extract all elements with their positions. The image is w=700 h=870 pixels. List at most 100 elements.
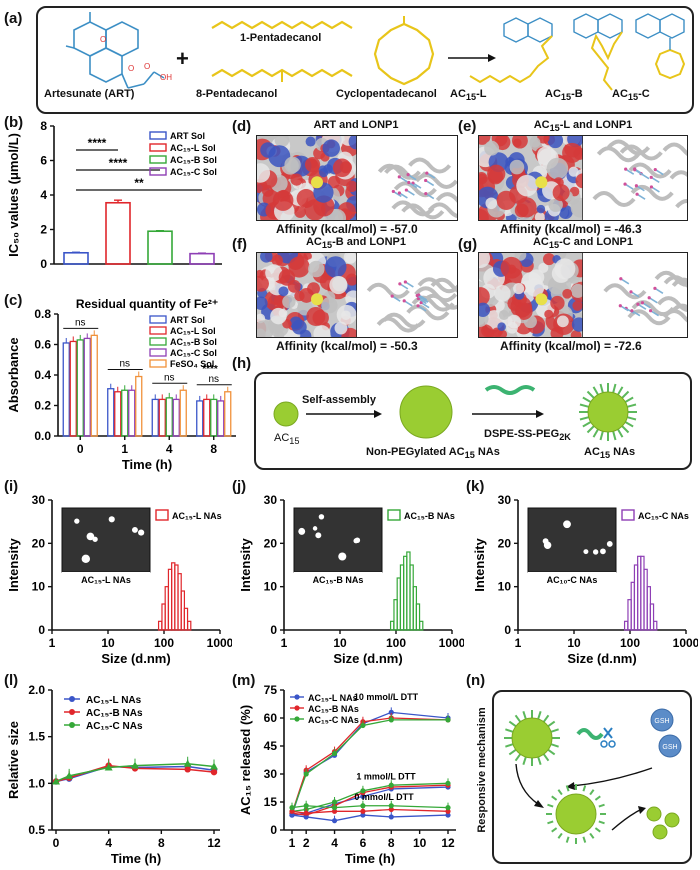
x-tick-label: 0 <box>77 442 84 456</box>
data-point <box>331 805 338 811</box>
protein-ribbon <box>669 170 687 180</box>
surface-atom <box>547 136 564 149</box>
surface-atom <box>570 330 582 337</box>
surface-atom <box>288 256 310 278</box>
sem-particle <box>600 548 606 555</box>
svg-text:O: O <box>128 64 134 73</box>
protein-ribbon <box>406 304 450 321</box>
surface-atom <box>570 283 585 298</box>
h-ac15: AC15 <box>274 432 300 447</box>
ligand-atom <box>649 185 654 189</box>
ligand-atom <box>630 309 634 313</box>
art-structure <box>65 12 165 89</box>
y-tick-label: 10 <box>264 580 278 594</box>
h-self-assembly: Self-assembly <box>302 394 376 406</box>
sem-caption-bg <box>294 572 382 586</box>
significance-label: ns <box>75 317 86 328</box>
bar <box>69 340 77 437</box>
surface-atom <box>343 253 357 264</box>
panel-h-graphic <box>273 383 637 441</box>
surface-atom <box>340 161 352 174</box>
pentadecanol-1-chain <box>211 20 353 30</box>
histogram-bar <box>419 620 424 631</box>
docking-image-d <box>256 135 458 221</box>
ligand-highlight <box>535 176 548 189</box>
peg-strand <box>557 832 563 839</box>
y-axis-label: Intensity <box>472 538 487 592</box>
protein-ribbon <box>670 303 687 313</box>
legend-label: ART Sol <box>170 131 205 141</box>
surface-atom <box>496 190 516 210</box>
x-tick-label: 1 <box>515 636 522 650</box>
data-point <box>289 812 295 818</box>
y-tick-label: 45 <box>264 739 278 753</box>
sem-particle <box>542 538 549 545</box>
peg-strand <box>621 425 630 434</box>
ligand-atom <box>398 282 402 286</box>
peg-strand <box>551 795 558 801</box>
legend-swatch <box>621 509 635 521</box>
peg-strand <box>627 416 637 421</box>
y-tick-label: 30 <box>264 767 278 781</box>
panel-label-i: (i) <box>4 478 19 495</box>
legend-marker <box>294 716 300 722</box>
surface-atom <box>479 208 489 220</box>
legend-label: ART Sol <box>170 315 205 325</box>
surface-atom <box>345 273 358 286</box>
y-tick-label: 0.5 <box>28 823 45 837</box>
sem-caption: AC₁₅-B NAs <box>313 575 364 585</box>
surface-atom <box>274 136 290 148</box>
h-non-peg: Non-PEGylated AC15 NAs <box>366 446 500 461</box>
y-tick-label: 0.4 <box>34 368 51 382</box>
ligand-atom <box>623 182 627 186</box>
y-tick-label: 1.5 <box>28 730 45 744</box>
ligand-atom <box>633 168 637 172</box>
surface-atom <box>562 142 583 163</box>
peg-strand <box>589 832 595 839</box>
h-nas: AC15 NAs <box>584 446 636 461</box>
bar <box>83 337 91 437</box>
peg-strand <box>522 756 527 765</box>
sem-caption-bg <box>528 572 616 586</box>
sem-caption-bg <box>62 572 150 586</box>
data-point <box>289 805 295 811</box>
docking-title-g: AC15-C and LONP1 <box>532 236 634 251</box>
surface-atom <box>322 139 341 157</box>
surface-atom <box>336 304 357 325</box>
peg-strand <box>547 803 554 808</box>
pentadecanol-8-label: 8-Pentadecanol <box>196 88 278 100</box>
panel-label-m: (m) <box>232 672 256 689</box>
peg-strand <box>565 836 570 843</box>
protein-ribbon <box>427 202 457 218</box>
surface-atom <box>334 321 348 335</box>
surface-atom <box>507 314 522 329</box>
y-tick-label: 15 <box>264 795 278 809</box>
surface-atom <box>525 278 545 297</box>
sem-particle <box>298 527 306 535</box>
bar <box>172 398 180 437</box>
data-point <box>184 766 191 773</box>
surface-atom <box>257 296 268 310</box>
ligand-atom <box>402 299 406 303</box>
peg-strand <box>582 836 587 843</box>
panel-n-ylabel: Responsive mechanism <box>476 707 488 833</box>
sem-caption: AC₁₅-L NAs <box>81 575 131 585</box>
significance-label: ns <box>208 374 219 385</box>
legend-marker <box>69 696 75 702</box>
protein-ribbon <box>592 191 636 207</box>
series-line <box>291 717 449 814</box>
ligand-atom <box>403 280 407 284</box>
peg-strand <box>582 421 592 428</box>
surface-atom <box>513 282 525 295</box>
docking-title-f: AC15-B and LONP1 <box>305 236 407 251</box>
y-axis-label: Intensity <box>238 538 253 592</box>
surface-atom <box>306 306 326 327</box>
y-tick-label: 2 <box>40 223 47 237</box>
surface-atom <box>479 324 495 337</box>
histogram-bar <box>183 607 189 631</box>
panel-label-g: (g) <box>458 236 478 253</box>
data-point <box>65 771 74 779</box>
data-point <box>360 788 366 794</box>
data-point <box>52 777 60 785</box>
legend-swatch <box>149 155 167 164</box>
